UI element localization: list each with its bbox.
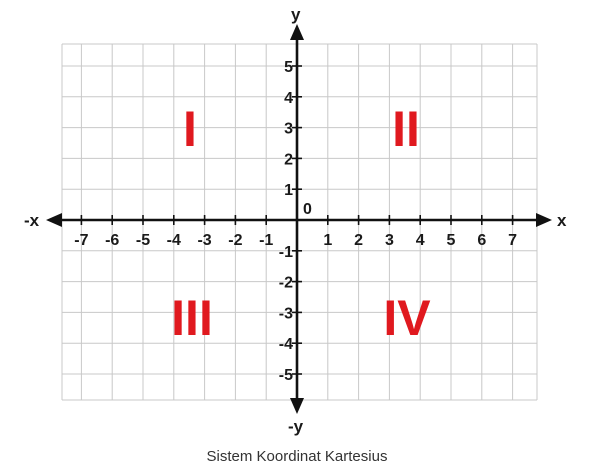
x-tick-label: 3: [385, 232, 394, 249]
y-axis-down-arrow-icon: [290, 398, 304, 414]
x-tick-label: 4: [416, 232, 425, 249]
y-tick-label: -3: [279, 305, 293, 322]
x-tick-label: -7: [74, 232, 88, 249]
y-axis-up-arrow-icon: [290, 24, 304, 40]
x-tick-label: -2: [228, 232, 242, 249]
x-axis-negative-label: -x: [24, 211, 40, 230]
x-tick-label: 5: [447, 232, 456, 249]
x-axis-right-arrow-icon: [536, 213, 552, 227]
quadrant-label-II: II: [392, 101, 420, 157]
y-tick-label: 5: [284, 59, 293, 76]
x-tick-labels: -7 -6 -5 -4 -3 -2 -1 1 2 3 4 5 6 7: [74, 232, 517, 249]
y-axis-negative-label: -y: [288, 417, 304, 436]
figure-caption: Sistem Koordinat Kartesius: [206, 448, 388, 465]
origin-label: 0: [303, 201, 312, 218]
y-tick-label: -1: [279, 244, 293, 261]
x-tick-label: 1: [323, 232, 332, 249]
x-tick-label: -1: [259, 232, 273, 249]
x-tick-label: -4: [167, 232, 181, 249]
y-tick-label: -4: [279, 336, 293, 353]
quadrant-label-III: III: [171, 290, 213, 346]
x-tick-label: 6: [477, 232, 486, 249]
tick-marks: [80, 65, 514, 375]
y-axis-positive-label: y: [291, 5, 301, 24]
quadrant-label-IV: IV: [383, 290, 431, 346]
x-tick-label: 7: [508, 232, 517, 249]
y-tick-labels: 5 4 3 2 1 -1 -2 -3 -4 -5: [279, 59, 293, 384]
x-axis-positive-label: x: [557, 211, 567, 230]
x-tick-label: -6: [105, 232, 119, 249]
y-tick-label: 3: [284, 121, 293, 138]
x-tick-label: 2: [354, 232, 363, 249]
x-tick-label: -5: [136, 232, 150, 249]
y-tick-label: -5: [279, 367, 293, 384]
y-tick-label: 2: [284, 151, 293, 168]
axes: [46, 24, 552, 414]
quadrant-label-I: I: [183, 101, 197, 157]
x-tick-label: -3: [197, 232, 211, 249]
y-tick-label: 4: [284, 90, 293, 107]
y-tick-label: 1: [284, 182, 293, 199]
y-tick-label: -2: [279, 275, 293, 292]
x-axis-left-arrow-icon: [46, 213, 62, 227]
